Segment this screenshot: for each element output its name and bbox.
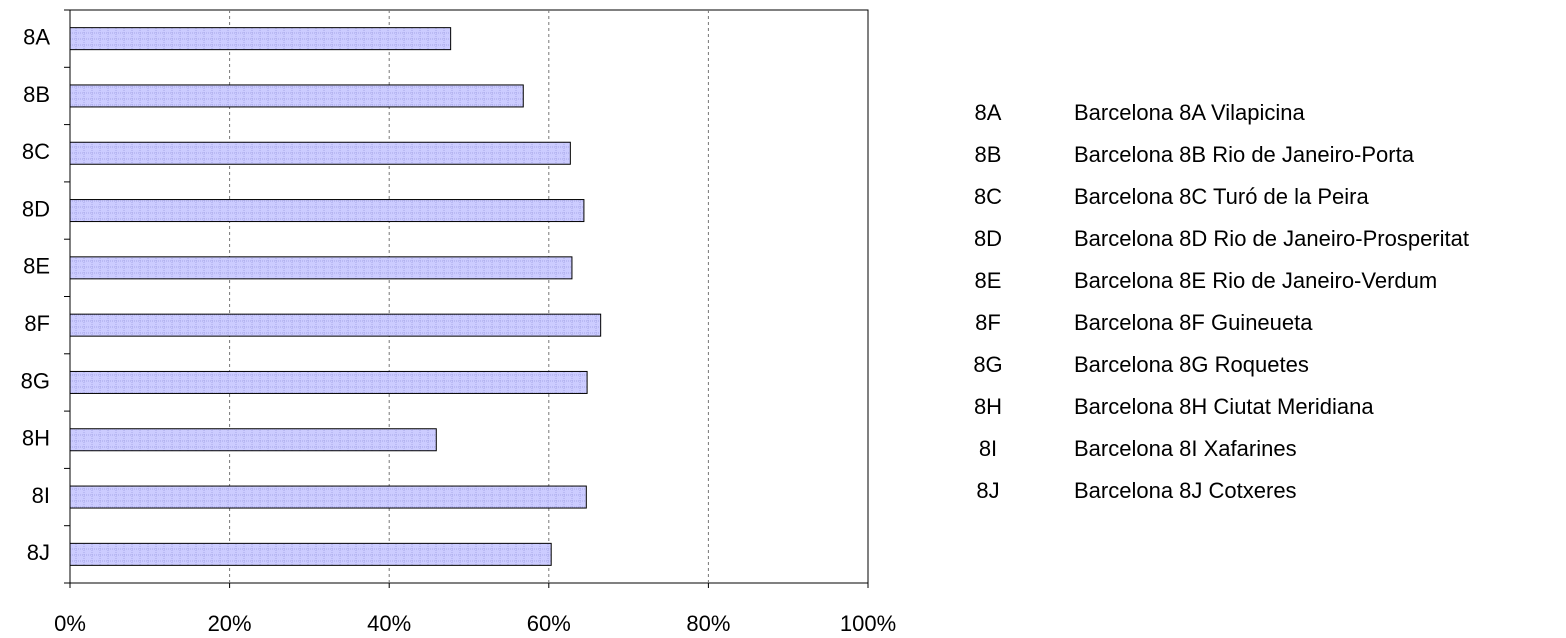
y-tick-label: 8A (23, 24, 50, 49)
key-name: Barcelona 8G Roquetes (1074, 352, 1309, 377)
bar (69, 428, 437, 452)
key-code: 8I (979, 436, 997, 461)
key-name: Barcelona 8J Cotxeres (1074, 478, 1297, 503)
key-name: Barcelona 8C Turó de la Peira (1074, 184, 1369, 209)
x-tick-label: 20% (208, 611, 252, 636)
y-tick-label: 8C (22, 139, 50, 164)
x-tick-label: 40% (367, 611, 411, 636)
key-name: Barcelona 8H Ciutat Meridiana (1074, 394, 1374, 419)
key-code: 8J (976, 478, 999, 503)
y-tick-label: 8G (21, 368, 50, 393)
key-code: 8F (975, 310, 1001, 335)
key-name: Barcelona 8A Vilapicina (1074, 100, 1306, 125)
key-code: 8B (975, 142, 1002, 167)
x-tick-label: 80% (686, 611, 730, 636)
y-tick-label: 8J (27, 540, 50, 565)
bar (69, 141, 571, 165)
key-code: 8D (974, 226, 1002, 251)
bar (69, 27, 452, 51)
bar (69, 84, 524, 108)
y-tick-label: 8H (22, 426, 50, 451)
y-tick-label: 8I (32, 483, 50, 508)
bar (69, 370, 588, 394)
y-tick-label: 8F (24, 311, 50, 336)
bar (69, 485, 587, 509)
key-code: 8A (975, 100, 1002, 125)
bar (69, 313, 602, 337)
key-code: 8C (974, 184, 1002, 209)
bar (69, 542, 552, 566)
key-name: Barcelona 8F Guineueta (1074, 310, 1313, 335)
key-code: 8E (975, 268, 1002, 293)
x-tick-label: 0% (54, 611, 86, 636)
key-name: Barcelona 8D Rio de Janeiro-Prosperitat (1074, 226, 1469, 251)
key-name: Barcelona 8E Rio de Janeiro-Verdum (1074, 268, 1437, 293)
y-tick-label: 8B (23, 82, 50, 107)
bar (69, 199, 585, 223)
x-tick-label: 60% (527, 611, 571, 636)
key-name: Barcelona 8I Xafarines (1074, 436, 1297, 461)
y-tick-label: 8D (22, 196, 50, 221)
key-code: 8G (973, 352, 1002, 377)
x-tick-label: 100% (840, 611, 896, 636)
key-name: Barcelona 8B Rio de Janeiro-Porta (1074, 142, 1415, 167)
key-code: 8H (974, 394, 1002, 419)
bar (69, 256, 573, 280)
y-tick-label: 8E (23, 254, 50, 279)
